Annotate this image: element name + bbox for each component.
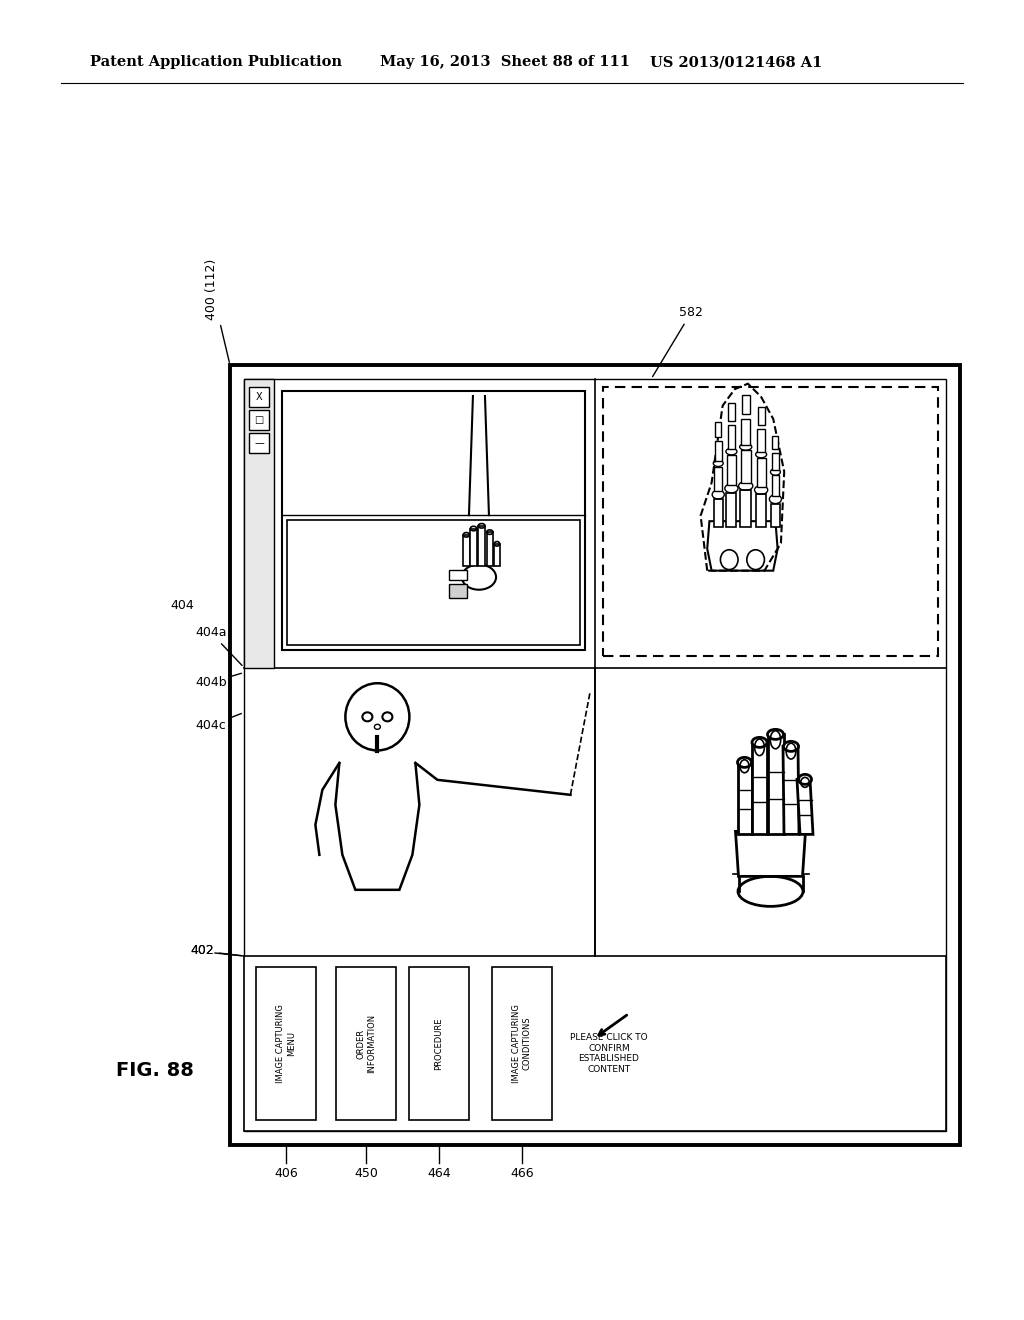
Bar	[495, 544, 500, 566]
Polygon shape	[783, 746, 799, 834]
Text: IMAGE CAPTURING
CONDITIONS: IMAGE CAPTURING CONDITIONS	[512, 1005, 531, 1082]
Bar	[492, 968, 552, 1119]
Bar	[282, 391, 585, 649]
Bar	[244, 379, 274, 668]
Bar	[772, 453, 778, 470]
Text: Patent Application Publication: Patent Application Publication	[90, 55, 342, 69]
Text: 406: 406	[274, 1167, 298, 1180]
Bar	[758, 408, 765, 425]
Bar	[256, 968, 316, 1119]
Bar	[726, 492, 736, 527]
Polygon shape	[737, 763, 752, 834]
Bar	[249, 433, 269, 453]
Text: ORDER
INFORMATION: ORDER INFORMATION	[356, 1014, 376, 1073]
Ellipse shape	[752, 738, 767, 747]
Bar	[715, 422, 721, 437]
Text: 466: 466	[510, 1167, 534, 1180]
Text: US 2013/0121468 A1: US 2013/0121468 A1	[650, 55, 822, 69]
Bar	[336, 968, 396, 1119]
Text: X: X	[256, 392, 262, 403]
Polygon shape	[797, 779, 813, 834]
Bar	[728, 425, 735, 449]
Bar	[728, 403, 735, 421]
Bar	[486, 532, 493, 566]
Bar	[244, 379, 274, 668]
Text: 404: 404	[170, 599, 194, 612]
Bar	[740, 490, 752, 527]
Bar	[249, 411, 269, 430]
Bar	[463, 535, 469, 566]
Bar	[603, 387, 938, 656]
Bar	[409, 968, 469, 1119]
Bar	[772, 437, 778, 449]
Bar	[771, 503, 780, 527]
Bar	[449, 570, 467, 579]
FancyArrowPatch shape	[342, 755, 413, 762]
Bar	[757, 458, 766, 487]
Bar	[244, 956, 946, 1131]
Polygon shape	[768, 734, 783, 834]
Bar	[741, 395, 750, 414]
FancyArrowPatch shape	[485, 593, 490, 620]
Bar	[741, 418, 751, 445]
Bar	[249, 387, 269, 407]
Bar	[740, 450, 751, 483]
Text: PROCEDURE: PROCEDURE	[434, 1018, 443, 1069]
Text: □: □	[254, 414, 263, 425]
Text: 404a: 404a	[195, 626, 242, 665]
Bar	[449, 583, 467, 598]
Bar	[756, 494, 766, 527]
Text: FIG. 88: FIG. 88	[116, 1060, 194, 1080]
Ellipse shape	[799, 775, 811, 784]
Text: 404c: 404c	[195, 714, 242, 733]
Ellipse shape	[783, 742, 799, 751]
Text: 450: 450	[354, 1167, 378, 1180]
Bar	[244, 379, 946, 1131]
Ellipse shape	[737, 758, 752, 767]
Bar	[715, 441, 722, 461]
Text: —: —	[254, 438, 264, 447]
Bar	[470, 528, 477, 566]
Text: 464: 464	[427, 1167, 451, 1180]
Text: May 16, 2013  Sheet 88 of 111: May 16, 2013 Sheet 88 of 111	[380, 55, 630, 69]
Bar	[714, 499, 723, 527]
Text: IMAGE CAPTURING
MENU: IMAGE CAPTURING MENU	[276, 1005, 296, 1082]
Text: 400 (112): 400 (112)	[206, 259, 229, 362]
Bar	[478, 525, 485, 566]
Text: 402: 402	[190, 945, 242, 957]
Polygon shape	[752, 742, 767, 834]
Bar	[230, 366, 961, 1144]
Bar	[287, 520, 580, 644]
Bar	[715, 466, 722, 491]
Polygon shape	[735, 832, 806, 876]
Text: 404b: 404b	[195, 673, 242, 689]
Bar	[727, 455, 736, 484]
Bar	[758, 429, 765, 453]
Text: 402: 402	[190, 945, 214, 957]
FancyArrowPatch shape	[467, 593, 473, 620]
Text: 582: 582	[652, 306, 703, 376]
Bar	[771, 475, 779, 496]
Text: PLEASE CLICK TO
CONFIRM
ESTABLISHED
CONTENT: PLEASE CLICK TO CONFIRM ESTABLISHED CONT…	[570, 1034, 648, 1073]
Ellipse shape	[768, 730, 783, 739]
